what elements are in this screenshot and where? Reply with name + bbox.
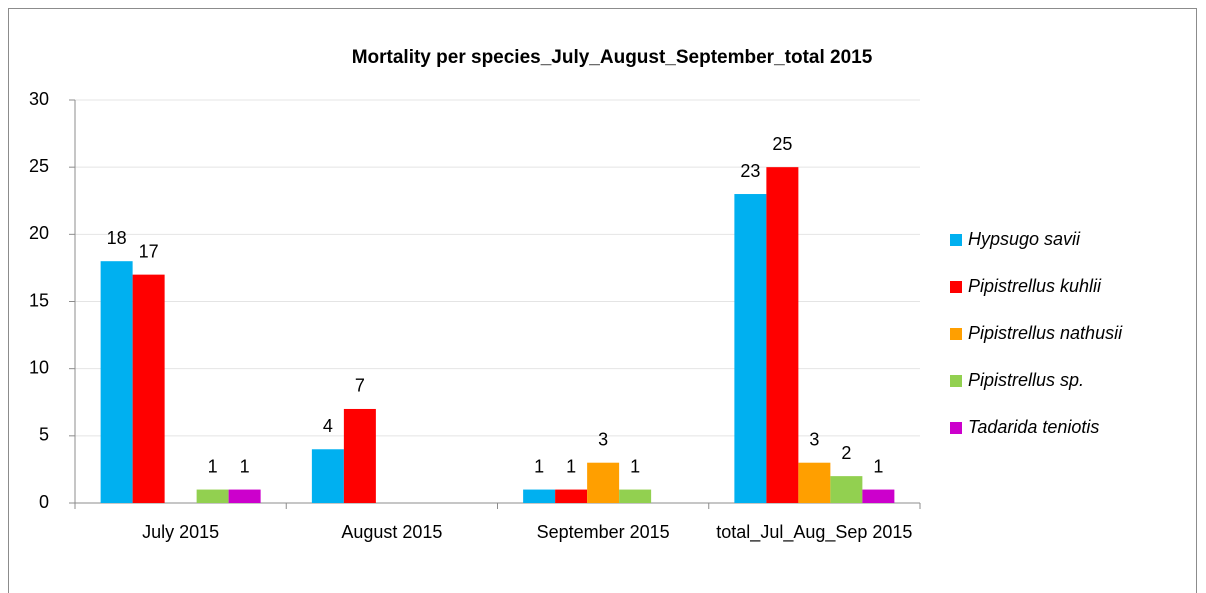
bar	[196, 489, 229, 503]
legend-label: Tadarida teniotis	[968, 417, 1099, 437]
bar	[555, 489, 588, 503]
bar	[343, 408, 376, 503]
bar	[766, 167, 799, 503]
x-tick-label: total_Jul_Aug_Sep 2015	[716, 522, 912, 543]
y-tick-label: 30	[29, 89, 49, 109]
x-tick-label: September 2015	[537, 522, 670, 542]
y-tick-label: 0	[39, 492, 49, 512]
data-label: 18	[107, 228, 127, 248]
chart-frame	[8, 8, 1197, 593]
data-label: 1	[873, 456, 883, 476]
bar	[830, 476, 863, 503]
x-tick-label: July 2015	[142, 522, 219, 542]
data-label: 1	[630, 456, 640, 476]
legend-swatch	[950, 328, 962, 340]
data-label: 7	[355, 376, 365, 396]
legend-swatch	[950, 281, 962, 293]
y-tick-label: 25	[29, 156, 49, 176]
data-label: 1	[240, 456, 250, 476]
data-label: 25	[772, 134, 792, 154]
bar	[523, 489, 556, 503]
legend-swatch	[950, 234, 962, 246]
data-label: 1	[534, 456, 544, 476]
bar	[132, 274, 165, 503]
bar	[587, 462, 620, 503]
bar	[734, 194, 767, 504]
data-label: 17	[139, 241, 159, 261]
bar	[798, 462, 831, 503]
chart-title: Mortality per species_July_August_Septem…	[352, 47, 873, 68]
data-label: 3	[809, 429, 819, 449]
y-tick-label: 5	[39, 425, 49, 445]
legend-label: Hypsugo savii	[968, 229, 1081, 249]
y-tick-label: 10	[29, 357, 49, 377]
bar	[619, 489, 652, 503]
bar	[311, 449, 344, 503]
data-label: 3	[598, 429, 608, 449]
legend-label: Pipistrellus kuhlii	[968, 276, 1102, 296]
bar	[100, 261, 133, 503]
bar	[862, 489, 895, 503]
legend-label: Pipistrellus sp.	[968, 370, 1084, 390]
bar	[228, 489, 261, 503]
data-label: 2	[841, 443, 851, 463]
data-label: 1	[566, 456, 576, 476]
x-tick-label: August 2015	[341, 522, 442, 542]
data-label: 1	[208, 456, 218, 476]
y-tick-label: 15	[29, 290, 49, 310]
legend-label: Pipistrellus nathusii	[968, 323, 1123, 343]
data-label: 4	[323, 416, 333, 436]
data-label: 23	[740, 161, 760, 181]
y-tick-label: 20	[29, 223, 49, 243]
legend-swatch	[950, 422, 962, 434]
legend-swatch	[950, 375, 962, 387]
